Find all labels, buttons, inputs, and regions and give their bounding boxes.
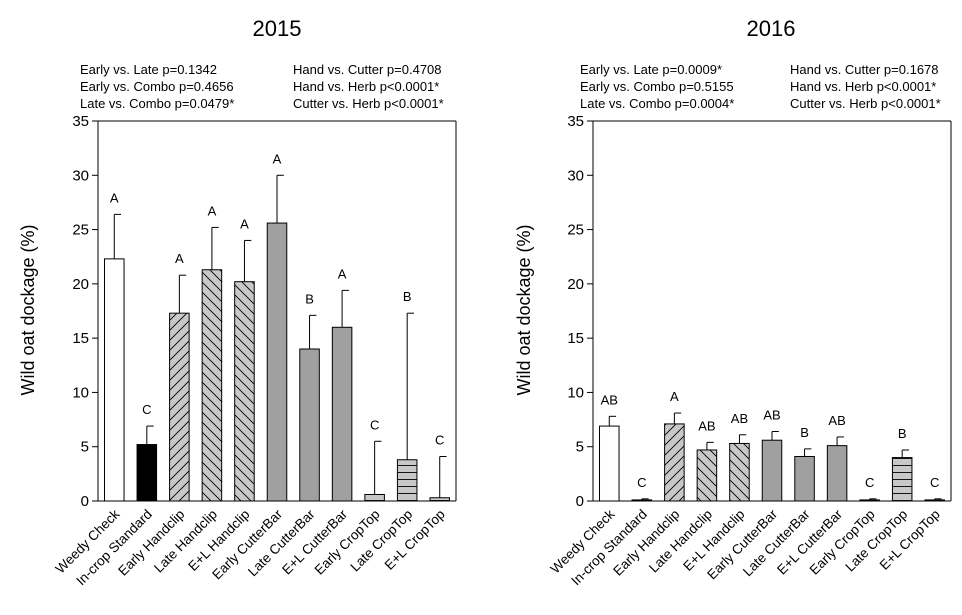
comparison-hand-cutter: Hand vs. Cutter p=0.4708 [293, 62, 442, 77]
chart-title: 2016 [747, 16, 796, 41]
comparison-late-combo: Late vs. Combo p=0.0479* [80, 96, 234, 111]
y-tick-label: 5 [81, 439, 89, 456]
comparison-hand-herb: Hand vs. Herb p<0.0001* [293, 79, 439, 94]
y-axis-label: Wild oat dockage (%) [18, 224, 38, 395]
significance-letter: A [175, 251, 184, 266]
comparison-early-late: Early vs. Late p=0.1342 [80, 62, 217, 77]
bar [104, 258, 125, 502]
bar [761, 439, 783, 502]
y-tick-label: 30 [567, 167, 584, 184]
significance-letter: C [142, 402, 151, 417]
y-tick-label: 25 [72, 222, 89, 239]
comparison-early-late: Early vs. Late p=0.0009* [580, 62, 722, 77]
comparison-hand-cutter: Hand vs. Cutter p=0.1678 [790, 62, 939, 77]
significance-letter: B [898, 426, 907, 441]
y-tick-label: 25 [567, 222, 584, 239]
significance-letter: AB [828, 413, 845, 428]
comparison-early-combo: Early vs. Combo p=0.5155 [580, 79, 734, 94]
bar [331, 326, 353, 502]
bar [696, 449, 718, 502]
significance-letter: A [208, 203, 217, 218]
significance-letter: C [865, 475, 874, 490]
y-tick-label: 5 [576, 439, 584, 456]
bar [429, 497, 450, 502]
significance-letter: AB [698, 418, 715, 433]
bar [794, 455, 815, 502]
significance-letter: B [403, 289, 412, 304]
bar [924, 499, 945, 502]
bar [136, 444, 158, 502]
y-axis-label: Wild oat dockage (%) [514, 224, 534, 395]
y-tick-label: 35 [72, 113, 89, 130]
significance-letter: C [370, 417, 379, 432]
bar [891, 457, 913, 502]
bar [364, 493, 385, 502]
significance-letter: C [930, 475, 939, 490]
bar [299, 348, 320, 502]
y-tick-label: 15 [72, 330, 89, 347]
panel-2015: 2015 Early vs. Late p=0.1342 Early vs. C… [18, 16, 457, 588]
chart-title: 2015 [253, 16, 302, 41]
bar [599, 425, 620, 502]
significance-letter: C [435, 432, 444, 447]
bar [234, 281, 255, 502]
bar [859, 499, 880, 502]
significance-letter: B [800, 425, 809, 440]
comparison-late-combo: Late vs. Combo p=0.0004* [580, 96, 734, 111]
comparison-hand-herb: Hand vs. Herb p<0.0001* [790, 79, 936, 94]
bar [664, 423, 685, 502]
bar [826, 445, 848, 502]
y-tick-label: 0 [81, 493, 89, 510]
y-tick-label: 20 [72, 276, 89, 293]
significance-letter: A [110, 190, 119, 205]
bar [266, 222, 288, 502]
bar [631, 499, 653, 502]
significance-letter: AB [763, 408, 780, 423]
significance-letter: A [240, 216, 249, 231]
bar [201, 269, 223, 502]
panel-2016: 2016 Early vs. Late p=0.0009* Early vs. … [514, 16, 952, 588]
y-tick-label: 15 [567, 330, 584, 347]
comparison-cutter-herb: Cutter vs. Herb p<0.0001* [790, 96, 941, 111]
significance-letter: A [338, 266, 347, 281]
significance-letter: AB [731, 411, 748, 426]
y-tick-label: 10 [567, 384, 584, 401]
bar [729, 442, 750, 502]
y-tick-label: 35 [567, 113, 584, 130]
bar [396, 459, 418, 502]
significance-letter: AB [601, 392, 618, 407]
significance-letter: A [670, 389, 679, 404]
y-tick-label: 20 [567, 276, 584, 293]
bar [169, 312, 190, 502]
y-tick-label: 30 [72, 167, 89, 184]
comparison-early-combo: Early vs. Combo p=0.4656 [80, 79, 234, 94]
significance-letter: C [637, 475, 646, 490]
y-tick-label: 0 [576, 493, 584, 510]
significance-letter: A [273, 151, 282, 166]
comparison-cutter-herb: Cutter vs. Herb p<0.0001* [293, 96, 444, 111]
significance-letter: B [305, 291, 314, 306]
y-tick-label: 10 [72, 384, 89, 401]
